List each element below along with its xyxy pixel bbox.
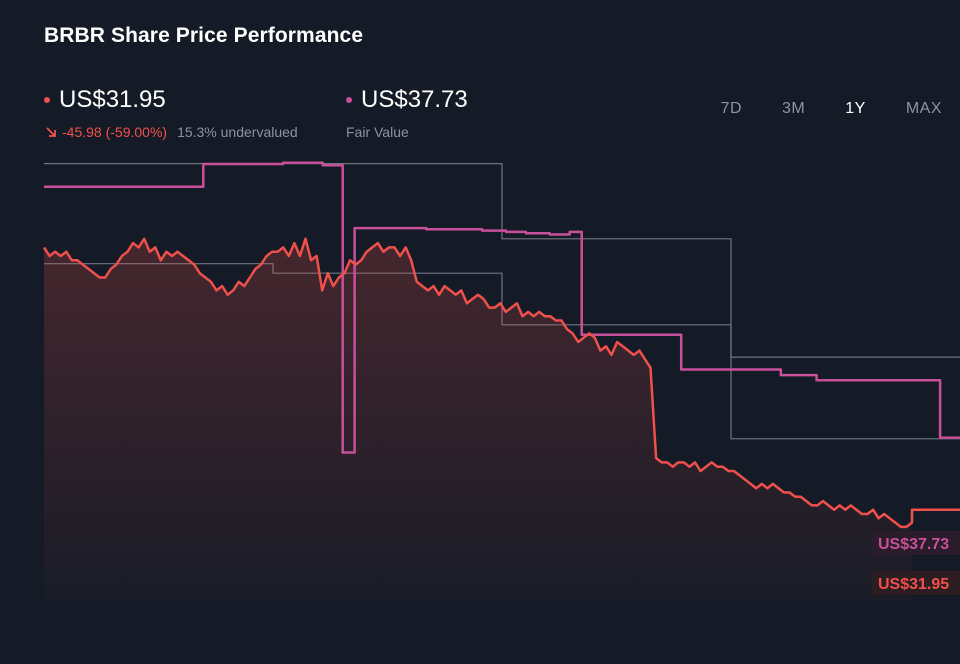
price-change-value: -45.98 (-59.00%)	[62, 124, 168, 140]
share-price-line	[42, 237, 960, 529]
current-price-block: US$31.95 -45.98 (-59.00%) 15.3% underval…	[44, 86, 298, 140]
tab-max[interactable]: MAX	[905, 100, 942, 117]
fair-value-label: Fair Value	[346, 124, 409, 140]
fair-value-price: US$37.73	[361, 86, 468, 113]
tab-1y[interactable]: 1Y	[845, 100, 866, 117]
fair-value-end-label: US$37.73	[872, 531, 960, 555]
tab-3m[interactable]: 3M	[782, 100, 806, 117]
range-tabs: 7D 3M 1Y MAX	[681, 100, 942, 118]
fair-value-line	[44, 161, 960, 454]
current-price: US$31.95	[59, 86, 166, 113]
price-area-fill	[44, 238, 912, 601]
valuation-note: 15.3% undervalued	[177, 124, 298, 140]
price-end-label: US$31.95	[872, 571, 960, 595]
current-price-dot	[44, 97, 50, 103]
fair-value-block: US$37.73 Fair Value	[346, 86, 468, 140]
price-end-text: US$31.95	[878, 576, 949, 593]
fair-value-end-text: US$37.73	[878, 536, 949, 553]
price-change: -45.98 (-59.00%)	[44, 124, 167, 140]
chart-title: BRBR Share Price Performance	[44, 24, 364, 47]
arrow-down-right-icon	[46, 127, 56, 137]
fair-value-dot	[346, 97, 352, 103]
tab-7d[interactable]: 7D	[720, 100, 743, 117]
